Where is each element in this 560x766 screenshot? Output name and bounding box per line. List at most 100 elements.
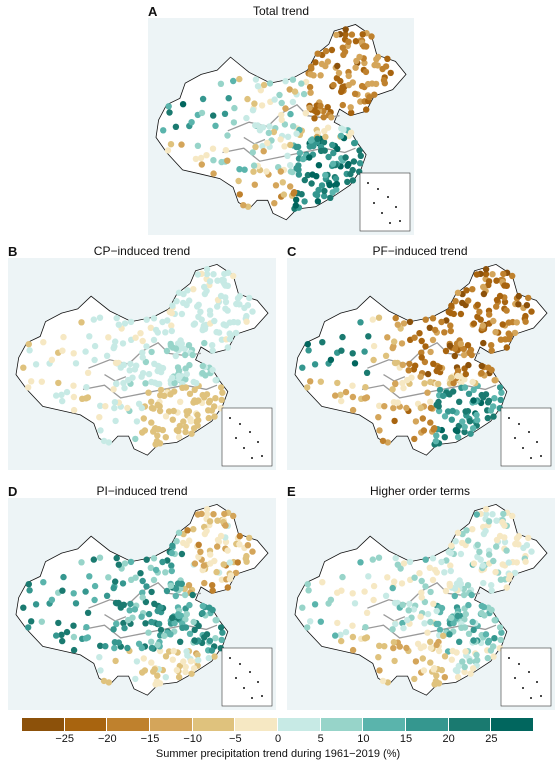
station-dot <box>161 392 168 399</box>
station-dot <box>90 316 98 323</box>
station-dot <box>358 82 366 90</box>
station-dot <box>217 532 225 540</box>
station-dot <box>194 411 201 419</box>
station-dot <box>148 588 155 596</box>
station-dot <box>78 559 85 566</box>
station-dot <box>120 361 128 368</box>
station-dot <box>203 631 211 638</box>
station-dot <box>334 619 341 627</box>
inset-island <box>522 687 524 689</box>
station-dot <box>55 619 62 627</box>
station-dot <box>374 62 381 69</box>
station-dot <box>376 642 383 649</box>
station-dot <box>461 384 469 391</box>
station-dot <box>451 592 458 600</box>
station-dot <box>405 607 412 614</box>
station-dot <box>154 432 161 439</box>
station-dot <box>459 418 466 425</box>
station-dot <box>403 404 410 412</box>
station-dot <box>330 149 337 157</box>
station-dot <box>345 38 352 45</box>
station-dot <box>145 389 152 396</box>
map-svg <box>15 503 273 707</box>
station-dot <box>121 560 129 567</box>
south-china-sea-inset <box>500 647 552 707</box>
panel-d-letter: D <box>8 484 18 499</box>
station-dot <box>406 318 414 326</box>
station-dot <box>177 638 184 645</box>
station-dot <box>462 370 469 378</box>
station-dot <box>191 626 198 634</box>
station-dot <box>500 270 507 278</box>
station-dot <box>212 617 219 624</box>
station-dot <box>324 124 332 131</box>
inset-island <box>522 447 524 449</box>
station-dot <box>188 670 195 677</box>
station-dot <box>398 340 406 347</box>
station-dot <box>460 351 468 359</box>
station-dot <box>175 612 182 620</box>
station-dot <box>190 378 197 386</box>
station-dot <box>124 404 131 412</box>
station-dot <box>436 386 444 394</box>
station-dot <box>307 378 314 385</box>
station-dot <box>422 583 429 590</box>
station-dot <box>167 582 175 589</box>
station-dot <box>225 95 232 102</box>
station-dot <box>349 382 356 389</box>
station-dot <box>410 366 418 373</box>
station-dot <box>156 407 164 415</box>
station-dot <box>187 418 195 425</box>
station-dot <box>484 414 491 422</box>
station-dot <box>260 81 268 89</box>
station-dot <box>438 318 445 326</box>
station-dot <box>28 378 35 385</box>
inset-island <box>249 671 251 673</box>
station-dot <box>139 577 146 585</box>
station-dot <box>498 629 505 636</box>
station-dot <box>370 342 378 350</box>
station-dot <box>448 542 455 549</box>
station-dot <box>189 351 196 359</box>
station-dot <box>405 367 412 374</box>
station-dot <box>338 587 345 594</box>
station-dot <box>310 142 317 150</box>
station-dot <box>486 551 493 558</box>
station-dot <box>206 397 214 404</box>
station-dot <box>322 171 329 179</box>
station-dot <box>185 582 193 589</box>
station-dot <box>391 599 399 607</box>
station-dot <box>219 389 226 396</box>
station-dot <box>53 632 60 639</box>
station-dot <box>186 601 193 609</box>
station-dot <box>426 324 433 331</box>
station-dot <box>201 339 208 347</box>
station-dot <box>490 413 497 420</box>
station-dot <box>246 294 253 302</box>
station-dot <box>418 589 425 596</box>
station-dot <box>492 328 499 336</box>
station-dot <box>203 266 211 273</box>
station-dot <box>485 278 493 285</box>
station-dot <box>167 631 174 638</box>
station-dot <box>450 379 457 387</box>
station-dot <box>168 309 175 317</box>
inset-island <box>243 447 245 449</box>
station-dot <box>314 198 322 205</box>
station-dot <box>427 348 434 356</box>
station-dot <box>209 347 216 354</box>
station-dot <box>148 398 155 405</box>
station-dot <box>468 591 475 599</box>
station-dot <box>142 380 149 387</box>
station-dot <box>147 324 154 331</box>
station-dot <box>150 555 158 562</box>
station-dot <box>194 511 201 518</box>
station-dot <box>84 609 92 616</box>
station-dot <box>156 647 164 655</box>
station-dot <box>430 666 437 673</box>
station-dot <box>293 130 300 137</box>
station-dot <box>199 609 206 617</box>
station-dot <box>422 316 429 323</box>
station-dot <box>461 616 468 623</box>
station-dot <box>214 277 221 284</box>
